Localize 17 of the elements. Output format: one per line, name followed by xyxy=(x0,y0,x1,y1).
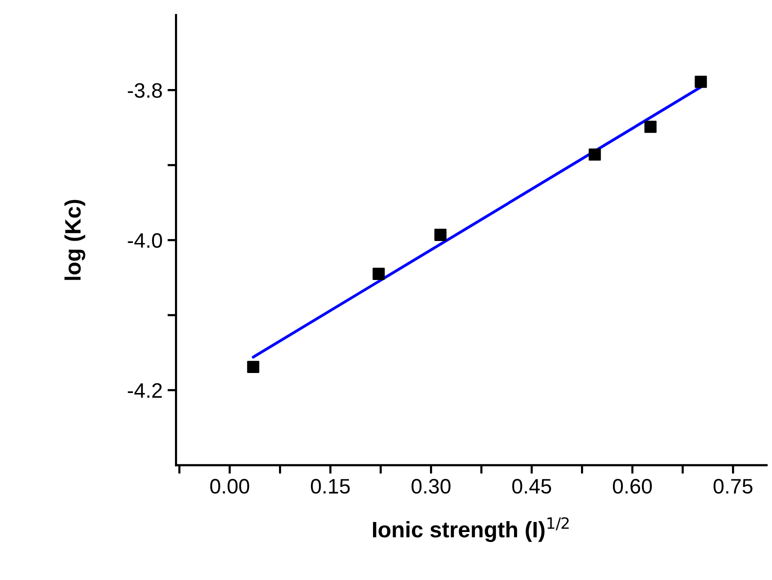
y-tick-label: -3.8 xyxy=(128,83,162,98)
x-tick-label: 0.45 xyxy=(512,478,552,494)
x-axis-title: Ionic strength (I)$^{1/2}$ xyxy=(373,517,569,542)
point xyxy=(434,228,447,241)
x-tick-label: 0.30 xyxy=(412,478,450,494)
point xyxy=(588,148,601,161)
x-tick-label: 0.00 xyxy=(210,478,250,494)
y-tick-label: -4.2 xyxy=(128,383,162,398)
x-tick-label: 0.15 xyxy=(310,478,350,494)
y-tick-label: -4.0 xyxy=(128,233,162,248)
point xyxy=(694,76,707,88)
point xyxy=(644,120,657,133)
x-tick-label: 0.60 xyxy=(612,478,652,494)
point xyxy=(247,360,260,373)
point xyxy=(372,268,385,280)
y-axis-title: log (Kc) xyxy=(64,200,86,280)
x-tick-label: 0.75 xyxy=(714,478,752,494)
